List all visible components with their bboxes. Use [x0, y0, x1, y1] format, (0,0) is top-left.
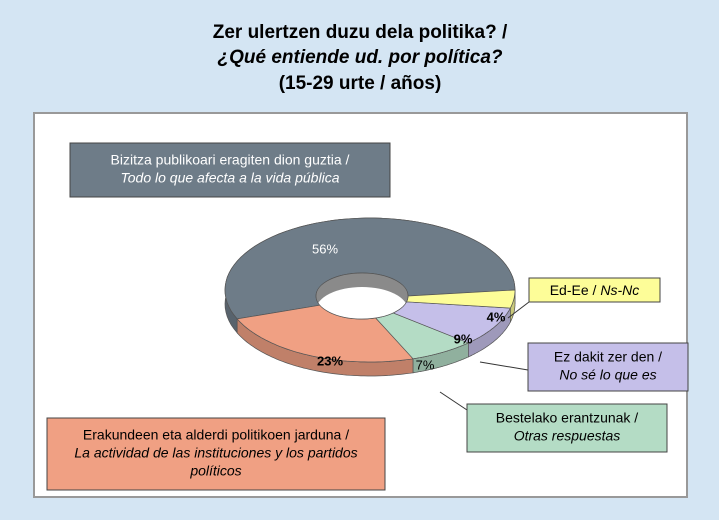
- title-line: ¿Qué entiende ud. por política?: [217, 47, 502, 68]
- legend-box: [466, 403, 668, 453]
- legend-box: [46, 417, 386, 491]
- hole-edge: [315, 272, 409, 320]
- hole-floor: [316, 287, 408, 319]
- legend-name: Ez dakit zer den /: [554, 349, 662, 365]
- legend-translation: Ns-Nc: [600, 282, 639, 298]
- value-label: 4%: [487, 309, 506, 324]
- title-line: Zer ulertzen duzu dela politika? /: [213, 22, 508, 43]
- hole-clip: [316, 287, 408, 319]
- legend-translation: No sé lo que es: [559, 367, 656, 383]
- leader-line: [507, 301, 530, 319]
- value-label: 9%: [454, 331, 473, 346]
- value-label: 56%: [312, 241, 338, 256]
- legend-name: Ed-Ee /: [550, 282, 597, 298]
- legend-translation: Otras respuestas: [514, 428, 621, 444]
- legend-name: Bizitza publikoari eragiten dion guztia …: [111, 152, 350, 168]
- legend-box: [69, 142, 391, 198]
- legend-name: Erakundeen eta alderdi politikoen jardun…: [83, 427, 349, 443]
- legend-translation: La actividad de las instituciones y los …: [74, 445, 357, 461]
- legend-box: [527, 342, 689, 392]
- legend-box: [528, 277, 661, 303]
- legend-label: Ed-Ee / Ns-Nc: [550, 282, 640, 298]
- leader-line: [479, 361, 529, 371]
- legend-translation: políticos: [189, 463, 241, 479]
- value-label: 7%: [416, 357, 435, 372]
- legend-translation: Todo lo que afecta a la vida pública: [121, 170, 340, 186]
- leader-line: [439, 391, 468, 411]
- legend-name: Bestelako erantzunak /: [496, 410, 639, 426]
- title-line: (15-29 urte / años): [279, 73, 442, 94]
- value-label: 23%: [317, 353, 343, 368]
